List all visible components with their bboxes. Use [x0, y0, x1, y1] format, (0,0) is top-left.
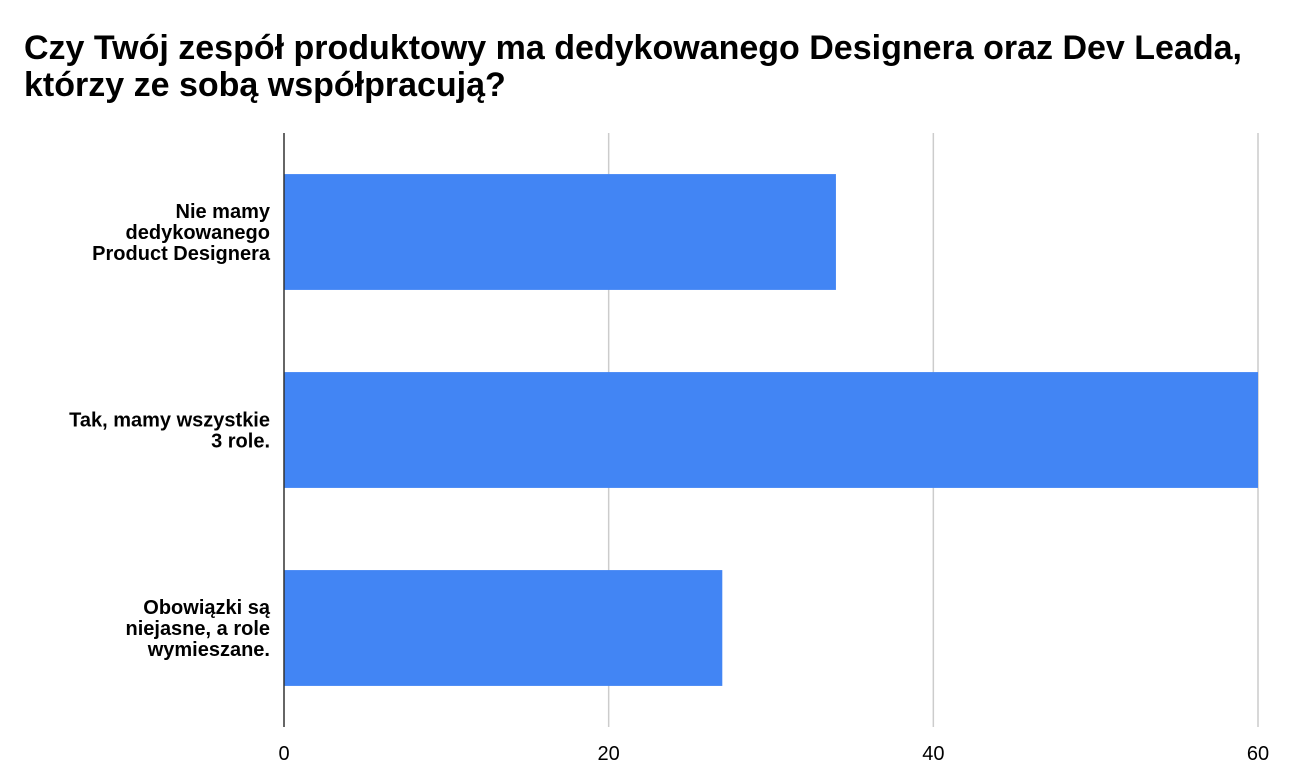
category-label: Tak, mamy wszystkie 3 role. — [69, 410, 270, 453]
category-labels: Nie mamy dedykowanego Product Designera Tak… — [69, 201, 271, 661]
bar — [284, 570, 723, 686]
bars — [284, 174, 1258, 686]
x-tick-label: 40 — [922, 743, 944, 765]
category-label: Nie mamy dedykowanego Product Designera — [92, 201, 271, 265]
x-tick-label: 20 — [598, 743, 620, 765]
x-tick-label: 60 — [1247, 743, 1269, 765]
chart-title: Czy Twój zespół produktowy ma dedykowane… — [24, 29, 1242, 104]
bar — [284, 372, 1258, 488]
x-tick-label: 0 — [278, 743, 289, 765]
category-label: Obowiązki są niejasne, a role wymieszane. — [125, 597, 270, 661]
x-tick-labels: 0 20 40 60 — [278, 743, 1269, 765]
bar — [284, 174, 836, 290]
